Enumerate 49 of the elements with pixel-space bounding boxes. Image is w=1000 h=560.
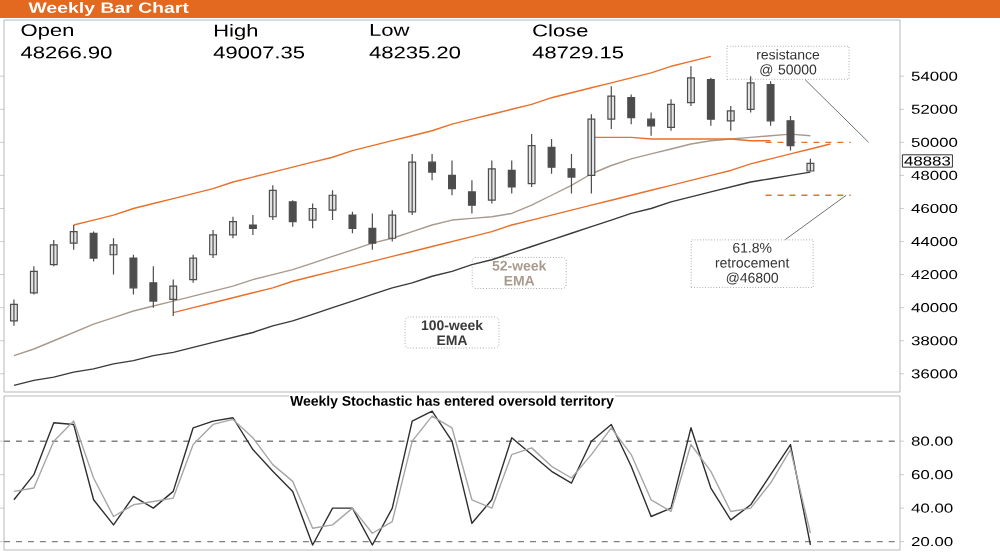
- annotation: Low: [370, 24, 410, 36]
- candlestick: [806, 158, 815, 173]
- candlestick: [288, 199, 297, 228]
- candlestick: [408, 153, 417, 216]
- candlestick: [328, 189, 337, 221]
- candlestick: [248, 214, 257, 236]
- candlestick: [368, 212, 377, 251]
- candlestick: [627, 93, 636, 125]
- candlestick: [547, 138, 556, 175]
- candlestick: [607, 85, 616, 130]
- candlestick: [89, 231, 98, 262]
- candlestick: [706, 77, 715, 127]
- candlestick: [129, 254, 138, 296]
- candlestick: [29, 265, 38, 296]
- annotation: 48266.90: [21, 46, 112, 59]
- candlestick: [487, 159, 496, 205]
- annotation: Open: [21, 24, 73, 40]
- candlestick: [448, 159, 456, 196]
- annotation: 48729.15: [532, 46, 624, 59]
- candlestick: [786, 115, 795, 152]
- candlestick: [149, 265, 158, 309]
- candlestick: [69, 224, 78, 251]
- candlestick: [726, 105, 735, 132]
- candlestick: [209, 229, 218, 259]
- annotation: 49007.35: [213, 46, 305, 59]
- candlestick: [587, 113, 596, 195]
- candlestick: [647, 111, 656, 137]
- candlestick: [268, 184, 277, 221]
- annotation: High: [214, 24, 258, 40]
- candlestick: [746, 75, 755, 114]
- candlestick: [169, 278, 178, 317]
- candlestick: [189, 254, 198, 284]
- candlestick: [667, 98, 676, 132]
- candlestick: [348, 211, 357, 234]
- candlestick: [527, 133, 536, 188]
- candlestick: [467, 179, 476, 215]
- candlestick: [428, 153, 437, 181]
- candlestick: [766, 80, 775, 127]
- candlestick: [109, 237, 118, 276]
- candlestick: [567, 153, 576, 195]
- candlestick: [388, 209, 397, 243]
- candlestick: [228, 216, 237, 239]
- annotation: 48235.20: [369, 46, 461, 59]
- candlestick: [308, 202, 317, 229]
- annotation: Close: [533, 24, 588, 37]
- candlestick: [49, 239, 58, 267]
- candlestick: [686, 65, 695, 107]
- candlestick: [9, 298, 18, 327]
- candlestick: [507, 159, 516, 195]
